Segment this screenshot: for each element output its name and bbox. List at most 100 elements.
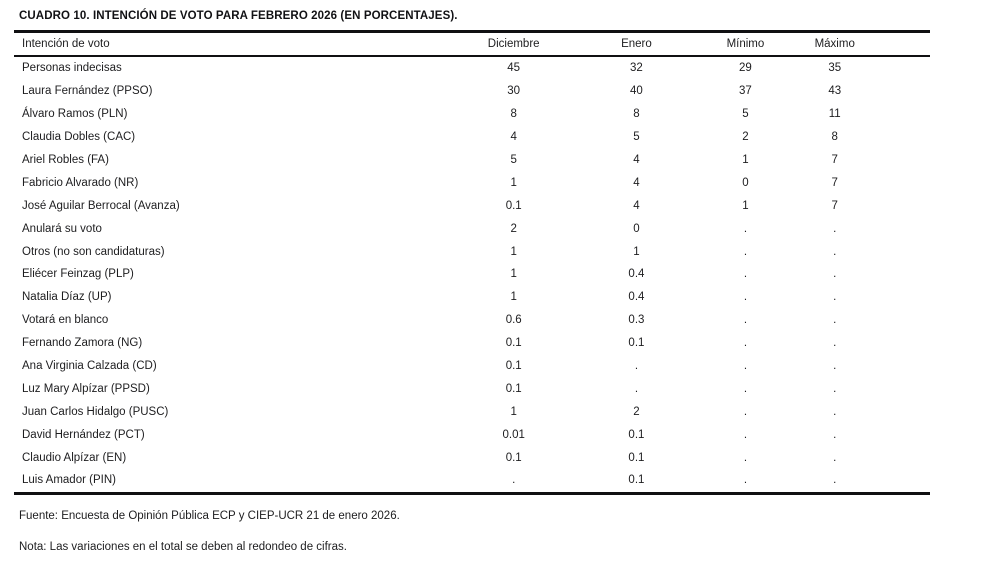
value-cell: 4 <box>633 199 640 212</box>
spacer-cell <box>876 377 930 400</box>
candidate-name-cell: Álvaro Ramos (PLN) <box>22 108 128 121</box>
value-cell: 7 <box>831 199 838 212</box>
table-title: CUADRO 10. INTENCIÓN DE VOTO PARA FEBRER… <box>19 10 458 22</box>
value-cell: 0.1 <box>628 474 645 487</box>
value-cell: 4 <box>633 176 640 189</box>
candidate-name-cell: Personas indecisas <box>22 62 122 75</box>
table-row: José Aguilar Berrocal (Avanza) 0.1 4 1 7 <box>14 194 930 217</box>
spacer-cell <box>876 56 930 80</box>
table-header: Intención de voto Diciembre Enero Mínimo… <box>14 31 930 57</box>
candidate-name-cell: David Hernández (PCT) <box>22 428 145 441</box>
table-row: Luis Amador (PIN). 0.1.. <box>14 469 930 493</box>
value-cell: 1 <box>510 405 517 418</box>
value-cell: 0.01 <box>502 428 525 441</box>
spacer-cell <box>876 423 930 446</box>
value-cell: 37 <box>739 85 752 98</box>
candidate-name-cell: Ana Virginia Calzada (CD) <box>22 360 157 373</box>
value-cell: . <box>833 222 837 235</box>
table-row: Ana Virginia Calzada (CD) 0.1... <box>14 355 930 378</box>
table-row: Fabricio Alvarado (NR) 1 4 0 7 <box>14 171 930 194</box>
value-cell: . <box>634 382 639 395</box>
table-row: Claudia Dobles (CAC) 4 5 2 8 <box>14 126 930 149</box>
value-cell: . <box>833 245 837 258</box>
table-row: Otros (no son candidaturas) 1 1.. <box>14 240 930 263</box>
table-row: Anulará su voto 2 0.. <box>14 217 930 240</box>
value-cell: 1 <box>510 268 517 281</box>
rounding-note: Nota: Las variaciones en el total se deb… <box>19 540 347 553</box>
value-cell: 0.1 <box>505 451 522 464</box>
candidate-name-cell: Claudia Dobles (CAC) <box>22 131 136 144</box>
value-cell: 7 <box>831 176 838 189</box>
column-header-december: Diciembre <box>451 31 576 57</box>
value-cell: 0.1 <box>628 428 645 441</box>
value-cell: 0.1 <box>505 382 522 395</box>
spacer-cell <box>876 240 930 263</box>
candidate-name-cell: Laura Fernández (PPSO) <box>22 85 153 98</box>
candidate-name-cell: Luis Amador (PIN) <box>22 474 116 487</box>
spacer-cell <box>876 80 930 103</box>
vote-intention-table: Intención de voto Diciembre Enero Mínimo… <box>14 30 930 495</box>
spacer-cell <box>876 286 930 309</box>
value-cell: 0.4 <box>628 268 645 281</box>
spacer-cell <box>876 355 930 378</box>
value-cell: 8 <box>510 108 517 121</box>
table-row: Ariel Robles (FA) 5 4 1 7 <box>14 149 930 172</box>
value-cell: . <box>743 382 748 395</box>
value-cell: 1 <box>742 199 749 212</box>
value-cell: . <box>833 428 837 441</box>
value-cell: . <box>634 360 639 373</box>
value-cell: . <box>743 451 748 464</box>
value-cell: 8 <box>831 131 838 144</box>
candidate-name-cell: Fabricio Alvarado (NR) <box>22 176 139 189</box>
value-cell: 32 <box>630 62 643 75</box>
table-row: Eliécer Feinzag (PLP) 1 0.4.. <box>14 263 930 286</box>
value-cell: 0.1 <box>505 199 522 212</box>
value-cell: . <box>833 405 837 418</box>
table-row: Laura Fernández (PPSO) 30 40 37 43 <box>14 80 930 103</box>
value-cell: 1 <box>742 154 749 166</box>
value-cell: . <box>743 474 748 487</box>
value-cell: . <box>743 405 748 418</box>
value-cell: 0.4 <box>628 291 645 304</box>
column-header-intent: Intención de voto <box>14 31 452 57</box>
value-cell: 29 <box>739 62 752 75</box>
candidate-name-cell: Ariel Robles (FA) <box>22 154 109 166</box>
spacer-cell <box>876 309 930 332</box>
value-cell: 1 <box>510 176 517 189</box>
source-note: Fuente: Encuesta de Opinión Pública ECP … <box>19 509 400 522</box>
value-cell: 4 <box>633 154 640 166</box>
value-cell: . <box>833 474 837 487</box>
value-cell: . <box>512 474 516 487</box>
table-row: Álvaro Ramos (PLN) 8 8 5 11 <box>14 103 930 126</box>
candidate-name-cell: Otros (no son candidaturas) <box>22 245 165 258</box>
spacer-cell <box>876 263 930 286</box>
candidate-name-cell: Claudio Alpízar (EN) <box>22 451 127 464</box>
value-cell: . <box>833 382 837 395</box>
spacer-cell <box>876 149 930 172</box>
value-cell: 0.1 <box>505 360 522 373</box>
candidate-name-cell: José Aguilar Berrocal (Avanza) <box>22 199 180 212</box>
value-cell: 4 <box>510 131 517 144</box>
value-cell: 0.1 <box>628 451 645 464</box>
candidate-name-cell: Eliécer Feinzag (PLP) <box>22 268 134 281</box>
value-cell: 2 <box>742 131 749 144</box>
value-cell: 1 <box>510 291 517 304</box>
value-cell: 5 <box>633 131 640 144</box>
candidate-name-cell: Natalia Díaz (UP) <box>22 291 112 304</box>
spacer-cell <box>876 446 930 469</box>
value-cell: 5 <box>510 154 517 166</box>
value-cell: . <box>833 360 837 373</box>
spacer-cell <box>876 332 930 355</box>
spacer-cell <box>876 194 930 217</box>
value-cell: . <box>743 268 748 281</box>
spacer-cell <box>876 400 930 423</box>
table-row: Fernando Zamora (NG) 0.1 0.1.. <box>14 332 930 355</box>
value-cell: . <box>833 268 837 281</box>
table-row: Juan Carlos Hidalgo (PUSC) 1 2.. <box>14 400 930 423</box>
value-cell: . <box>743 291 748 304</box>
value-cell: . <box>833 451 837 464</box>
header-row: Intención de voto Diciembre Enero Mínimo… <box>14 31 930 57</box>
table-row: Luz Mary Alpízar (PPSD) 0.1... <box>14 377 930 400</box>
column-header-spacer <box>875 31 930 57</box>
value-cell: . <box>743 428 748 441</box>
